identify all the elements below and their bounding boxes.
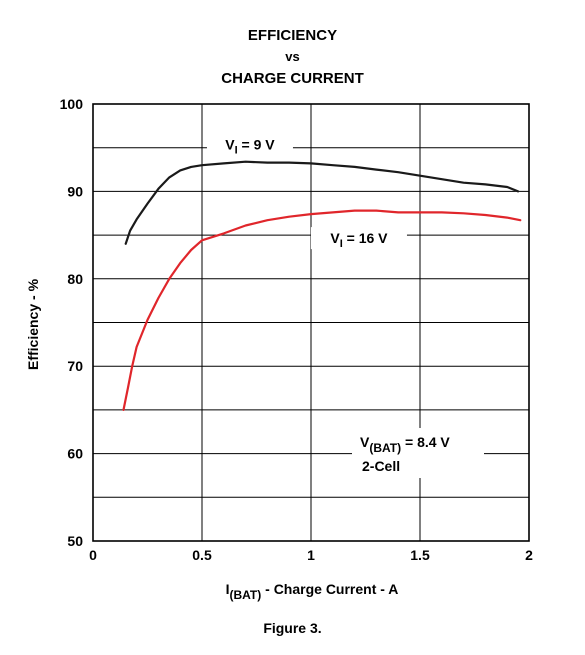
series-layer — [122, 160, 522, 411]
series-label-vi-16v-bg — [310, 227, 407, 250]
annotation-bg — [352, 428, 484, 478]
x-tick-label: 0.5 — [192, 547, 212, 563]
chart-title-line-3: CHARGE CURRENT — [221, 70, 364, 87]
chart-title-line-1: EFFICIENCY — [247, 27, 338, 44]
x-tick-label: 2 — [525, 547, 533, 563]
y-tick-label: 90 — [67, 183, 83, 199]
annotation-2-cell: 2-Cell — [362, 458, 400, 474]
x-axis-label: I(BAT) - Charge Current - A — [226, 581, 399, 602]
series-line-vi-9v — [124, 160, 520, 245]
y-tick-label: 100 — [60, 96, 84, 112]
chart-title-line-2: vs — [285, 49, 300, 64]
x-tick-label: 1.5 — [410, 547, 430, 563]
y-tick-label: 80 — [67, 271, 83, 287]
label-layer: 50 60 70 80 90 100 0 0.5 1 1.5 2 Efficiency - % I(BA… — [25, 96, 533, 602]
series-label-vi-9v-bg — [206, 133, 293, 156]
x-tick-label: 1 — [307, 547, 315, 563]
annotation-vbat: V(BAT) = 8.4 V — [360, 434, 450, 455]
series-label-vi-9v: VI = 9 V — [225, 137, 275, 157]
y-tick-label: 50 — [67, 533, 83, 549]
series-line-vi-16v — [122, 209, 522, 411]
y-tick-label: 70 — [67, 358, 83, 374]
figure-caption: Figure 3. — [263, 620, 322, 636]
x-tick-label: 0 — [89, 547, 97, 563]
y-tick-label: 60 — [67, 446, 83, 462]
y-axis-label: Efficiency - % — [25, 278, 41, 370]
plot-frame — [92, 103, 530, 542]
series-label-vi-16v: VI = 16 V — [330, 230, 388, 250]
